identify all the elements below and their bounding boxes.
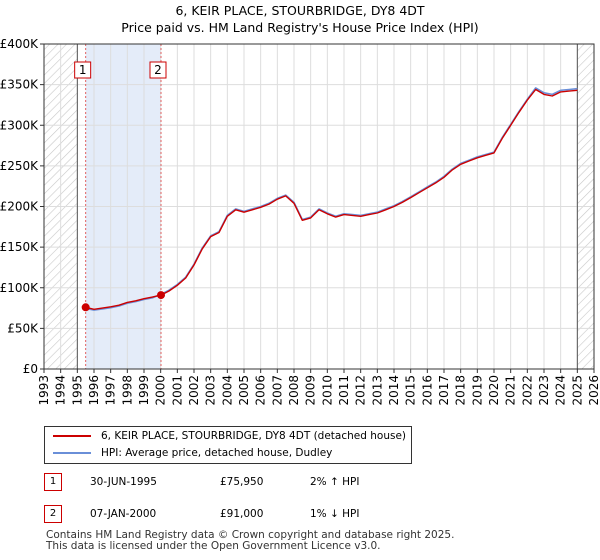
footer: Contains HM Land Registry data © Crown c… xyxy=(46,530,454,552)
chart-title-block: 6, KEIR PLACE, STOURBRIDGE, DY8 4DT Pric… xyxy=(0,2,600,36)
y-tick-label: £0 xyxy=(23,362,38,376)
x-tick-label: 2023 xyxy=(537,375,551,406)
x-tick-label: 2012 xyxy=(354,375,368,406)
x-axis-ticks: 1993 1994 1995 1996 1997 1998 1999 2000 2001 2002… xyxy=(37,369,600,406)
x-tick-label: 2014 xyxy=(387,375,401,406)
sale-date: 30-JUN-1995 xyxy=(90,476,157,488)
legend-label-property: 6, KEIR PLACE, STOURBRIDGE, DY8 4DT (det… xyxy=(101,430,407,442)
y-tick-label: £300K xyxy=(0,118,39,132)
sale-marker-label-2: 2 xyxy=(154,63,162,77)
x-tick-label: 2015 xyxy=(404,375,418,406)
x-tick-label: 2009 xyxy=(304,375,318,406)
sale-price: £91,000 xyxy=(220,508,264,520)
y-tick-label: £250K xyxy=(0,159,39,173)
footer-line-1: Contains HM Land Registry data © Crown c… xyxy=(46,529,455,541)
x-tick-label: 2022 xyxy=(520,375,534,406)
sale-point-2 xyxy=(157,291,165,300)
x-tick-label: 2021 xyxy=(504,375,518,406)
x-tick-label: 2013 xyxy=(370,375,384,406)
x-tick-label: 1993 xyxy=(37,375,51,406)
chart-title: 6, KEIR PLACE, STOURBRIDGE, DY8 4DT xyxy=(175,3,425,18)
sale-date: 07-JAN-2000 xyxy=(90,508,157,520)
y-tick-label: £100K xyxy=(0,281,39,295)
legend-swatch-property xyxy=(53,435,91,437)
y-tick-label: £400K xyxy=(0,37,39,51)
y-tick-label: £150K xyxy=(0,240,39,254)
x-tick-label: 1997 xyxy=(104,375,118,406)
legend-item-property: 6, KEIR PLACE, STOURBRIDGE, DY8 4DT (det… xyxy=(53,428,406,444)
y-tick-label: £350K xyxy=(0,78,39,92)
x-tick-label: 1995 xyxy=(70,375,84,406)
sale-badge: 2 xyxy=(44,505,62,523)
sale-marker-label-1: 1 xyxy=(79,63,87,77)
legend-item-hpi: HPI: Average price, detached house, Dudl… xyxy=(53,445,332,461)
x-tick-label: 1996 xyxy=(87,375,101,406)
series-lines xyxy=(85,87,578,311)
x-tick-label: 1999 xyxy=(137,375,151,406)
x-tick-label: 2002 xyxy=(187,375,201,406)
x-tick-label: 2024 xyxy=(554,375,568,406)
sale-hpi-delta: 2% ↑ HPI xyxy=(310,476,360,488)
legend-label-hpi: HPI: Average price, detached house, Dudl… xyxy=(101,447,333,459)
sale-marker-box-2 xyxy=(149,61,167,79)
x-tick-label: 1998 xyxy=(120,375,134,406)
x-tick-label: 2020 xyxy=(487,375,501,406)
series-line-property xyxy=(85,88,578,310)
x-tick-label: 2004 xyxy=(220,375,234,406)
y-axis-ticks: £0 £50K £100K £150K £200K £250K £300K £350K £400… xyxy=(0,37,44,376)
footer-line-2: This data is licensed under the Open Gov… xyxy=(46,540,381,552)
x-tick-label: 2005 xyxy=(237,375,251,406)
legend: 6, KEIR PLACE, STOURBRIDGE, DY8 4DT (det… xyxy=(44,426,412,464)
x-tick-label: 2001 xyxy=(170,375,184,406)
x-tick-label: 2008 xyxy=(287,375,301,406)
sale-price: £75,950 xyxy=(220,476,264,488)
x-tick-label: 2018 xyxy=(454,375,468,406)
sale-point-1 xyxy=(81,303,90,312)
x-tick-label: 2016 xyxy=(420,375,434,406)
x-tick-label: 2006 xyxy=(254,375,268,406)
sale-marker-box-1 xyxy=(74,61,92,79)
x-tick-label: 2011 xyxy=(337,375,351,406)
x-tick-label: 2000 xyxy=(154,375,168,406)
chart-subtitle: Price paid vs. HM Land Registry's House … xyxy=(121,20,479,35)
x-tick-label: 2007 xyxy=(270,375,284,406)
x-tick-label: 2010 xyxy=(320,375,334,406)
x-tick-label: 2026 xyxy=(587,375,600,406)
x-tick-label: 1994 xyxy=(54,375,68,406)
x-tick-label: 2019 xyxy=(470,375,484,406)
x-tick-label: 2025 xyxy=(570,375,584,406)
sale-badge: 1 xyxy=(44,473,62,491)
y-tick-label: £50K xyxy=(7,321,39,335)
y-tick-label: £200K xyxy=(0,200,39,214)
sale-hpi-delta: 1% ↓ HPI xyxy=(310,508,360,520)
legend-swatch-hpi xyxy=(53,452,91,454)
x-tick-label: 2017 xyxy=(437,375,451,406)
x-tick-label: 2003 xyxy=(204,375,218,406)
